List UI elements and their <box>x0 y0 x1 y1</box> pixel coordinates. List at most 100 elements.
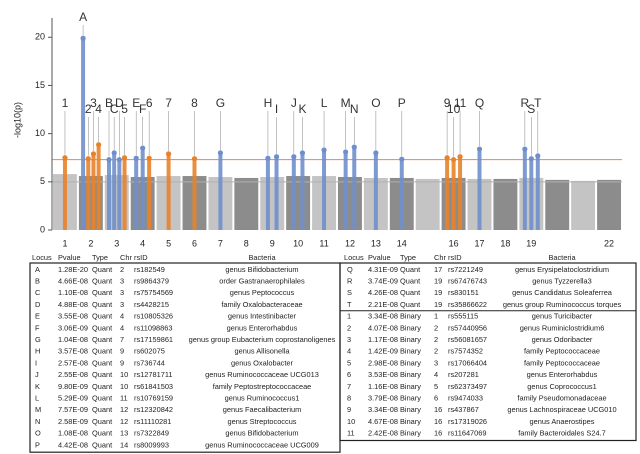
table-cell: rs62373497 <box>448 382 487 391</box>
table-cell: genus Ruminiclostridium6 <box>520 323 605 332</box>
peak-column <box>529 158 534 230</box>
peak-column <box>112 152 117 230</box>
table-cell: 1.16E-08 <box>368 382 398 391</box>
x-tick-label: 16 <box>449 238 459 248</box>
table-cell: Quant <box>92 288 112 297</box>
table-cell: 4.88E-08 <box>58 300 88 309</box>
peak-label: L <box>321 96 328 110</box>
table-cell: 1.10E-08 <box>58 288 88 297</box>
peak-label: 9 <box>444 96 451 110</box>
table-header: Type <box>92 253 108 262</box>
table-cell: 9 <box>120 347 124 356</box>
y-tick-label: 10 <box>35 128 45 138</box>
peak-point <box>111 150 117 156</box>
table-cell: 3.74E-09 <box>368 277 398 286</box>
peak-point <box>116 157 122 163</box>
table-cell: Quant <box>92 405 112 414</box>
table-cell: family Peptostreptococcaceae <box>213 382 312 391</box>
peak-column <box>274 156 279 230</box>
peak-label: I <box>275 102 278 116</box>
x-tick-label: 13 <box>371 238 381 248</box>
table-cell: O <box>35 429 41 438</box>
peak-column <box>62 157 67 230</box>
table-cell: rs17066404 <box>448 358 487 367</box>
peak-point <box>299 150 306 156</box>
table-cell: R <box>347 277 352 286</box>
table-cell: Quant <box>92 394 112 403</box>
table-cell: 4 <box>120 323 124 332</box>
table-cell: 2.58E-09 <box>58 417 88 426</box>
background-cloud <box>415 178 440 230</box>
table-cell: 3.57E-08 <box>58 347 88 356</box>
table-cell: Q <box>347 265 353 274</box>
table-cell: rs8009993 <box>134 440 169 449</box>
table-cell: 2.21E-08 <box>368 300 398 309</box>
y-axis-label: -log10(p) <box>12 102 22 138</box>
table-cell: Quant <box>92 429 112 438</box>
peak-label: 8 <box>191 96 198 110</box>
x-tick-label: 18 <box>500 238 510 248</box>
peak-point <box>457 154 463 160</box>
table-cell: genus Tyzzerella3 <box>532 277 591 286</box>
table-cell: Binary <box>400 429 421 438</box>
table-cell: Quant <box>92 370 112 379</box>
peak-column <box>140 148 145 230</box>
peak-column <box>86 158 91 230</box>
table-cell: family Pseudomonadaceae <box>517 394 606 403</box>
peak-column <box>192 158 197 230</box>
background-cloud <box>545 179 570 230</box>
peak-point <box>321 147 327 153</box>
table-cell: 16 <box>434 405 442 414</box>
peak-point <box>343 149 349 155</box>
table-cell: P <box>35 440 40 449</box>
table-cell: 2.42E-08 <box>368 429 398 438</box>
table-cell: 2 <box>434 323 438 332</box>
peak-label: 4 <box>95 102 102 116</box>
table-cell: genus Faecalibacterium <box>223 405 301 414</box>
table-cell: rs4428215 <box>134 300 169 309</box>
table-cell: genus Ruminococcaceae UCG009 <box>205 440 319 449</box>
x-tick-label: 2 <box>88 238 93 248</box>
peak-label: G <box>216 96 225 110</box>
table-cell: genus Enterorhabdus <box>227 323 298 332</box>
table-cell: genus Enterorhabdus <box>527 370 598 379</box>
x-tick-label: 4 <box>140 238 145 248</box>
peak-label: 2 <box>85 102 92 116</box>
table-cell: family Peptococcaceae <box>524 347 600 356</box>
peak-column <box>166 153 171 230</box>
peak-column <box>522 149 527 230</box>
peak-label: P <box>398 96 406 110</box>
table-cell: 3.34E-08 <box>368 405 398 414</box>
table-cell: rs35866622 <box>448 300 487 309</box>
table-cell: rs17159861 <box>134 335 173 344</box>
table-header: Pvalue <box>58 253 81 262</box>
table-cell: genus Anaerostipes <box>530 417 595 426</box>
table-cell: F <box>35 323 40 332</box>
table-cell: rs75754569 <box>134 288 173 297</box>
table-cell: 16 <box>434 417 442 426</box>
table-cell: 5.29E-09 <box>58 394 88 403</box>
x-tick-label: 22 <box>604 238 614 248</box>
table-cell: Quant <box>92 335 112 344</box>
table-header: Bacteria <box>248 253 276 262</box>
x-tick-label: 10 <box>293 238 303 248</box>
background-cloud <box>571 180 596 230</box>
table-cell: 6 <box>347 370 351 379</box>
table-cell: Quant <box>92 265 112 274</box>
table-cell: 4.67E-08 <box>368 417 398 426</box>
table-cell: genus Ruminococcaceae UCG013 <box>205 370 319 379</box>
table-cell: 17 <box>434 265 442 274</box>
table-cell: genus Bifidobacterium <box>225 429 298 438</box>
peak-label: F <box>139 102 146 116</box>
table-cell: 1.28E-20 <box>58 265 88 274</box>
background-cloud <box>597 179 621 230</box>
x-tick-label: 12 <box>345 238 355 248</box>
peak-point <box>399 156 405 162</box>
table-header: rsID <box>134 253 148 262</box>
x-tick-label: 1 <box>62 238 67 248</box>
table-cell: 13 <box>120 429 128 438</box>
peak-point <box>273 154 280 160</box>
peak-point <box>96 142 102 148</box>
table-cell: Binary <box>400 312 421 321</box>
table-cell: 2.55E-08 <box>58 370 88 379</box>
